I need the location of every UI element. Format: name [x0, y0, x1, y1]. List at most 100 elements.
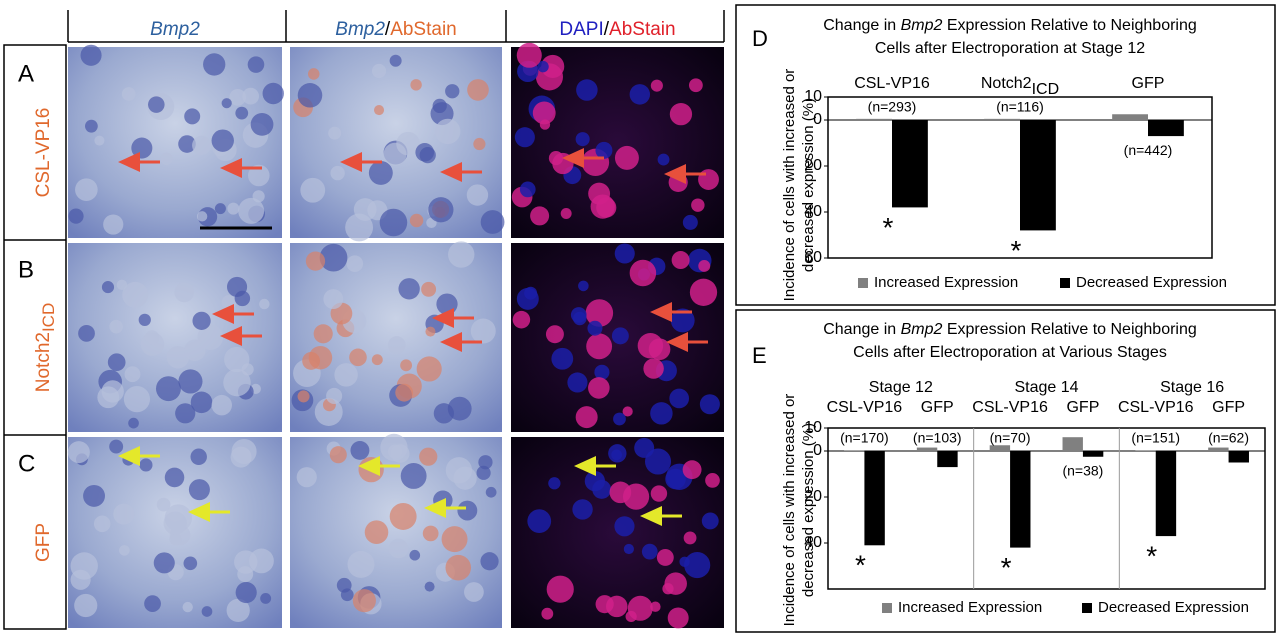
cell: [107, 353, 126, 372]
y-tick-label: 40: [804, 534, 822, 551]
category-name: GFP: [1132, 75, 1165, 92]
row-label-main: GFP: [33, 523, 54, 562]
cell: [226, 598, 250, 622]
bar: [864, 451, 885, 546]
row-label-main: Notch2: [33, 332, 54, 392]
bar: [1010, 451, 1031, 548]
cell: [353, 198, 377, 221]
cell: [464, 582, 484, 602]
cell: [588, 377, 610, 399]
cell: [573, 311, 587, 326]
bar: [856, 118, 892, 120]
cell: [421, 281, 437, 297]
cell: [548, 477, 561, 490]
cell: [197, 324, 224, 351]
cell: [238, 197, 265, 224]
cell: [68, 208, 84, 224]
cell: [478, 455, 493, 470]
cell: [373, 104, 385, 116]
cell: [119, 545, 130, 556]
cell: [249, 548, 274, 574]
cell: [447, 396, 472, 421]
cell: [70, 552, 98, 580]
y-tick-label: 0: [813, 111, 822, 128]
cell: [201, 606, 213, 617]
cell: [328, 126, 342, 140]
arrow-head: [358, 456, 380, 476]
count-label: (n=103): [913, 430, 962, 446]
cell: [699, 394, 720, 415]
plot-frame: [827, 427, 1266, 590]
cell: [178, 369, 203, 394]
title-part: Change in: [823, 17, 900, 34]
cell: [441, 526, 468, 553]
cell: [235, 106, 249, 120]
category-label: GFP: [1212, 399, 1245, 416]
chart-title: Change in Bmp2 Expression Relative to Ne…: [823, 17, 1197, 34]
cell: [196, 211, 208, 222]
y-tick-label: 0: [813, 442, 822, 459]
cell: [541, 607, 554, 620]
cell: [155, 376, 181, 402]
cell: [575, 406, 598, 429]
arrow-head: [666, 332, 688, 352]
plot-frame: [827, 96, 1213, 259]
cell: [684, 552, 711, 579]
cell: [425, 326, 436, 337]
cell: [398, 278, 420, 300]
category-label: Notch2ICD: [981, 75, 1059, 98]
cell: [682, 460, 702, 480]
cell: [698, 169, 719, 190]
bar: [916, 447, 938, 451]
row-label-main: CSL-VP16: [33, 108, 54, 198]
cell: [262, 82, 284, 105]
cell: [400, 463, 427, 489]
legend-label: Decreased Expression: [1076, 274, 1227, 291]
cell: [590, 194, 615, 219]
cell: [85, 119, 98, 133]
category-label: CSL-VP16: [1118, 399, 1194, 416]
cell: [242, 87, 260, 105]
cell: [606, 595, 628, 618]
cell: [109, 439, 124, 454]
cell: [614, 516, 635, 537]
cell: [74, 593, 98, 618]
group-label: Stage 14: [1014, 379, 1078, 396]
cell: [387, 444, 403, 459]
title-part: Change in: [823, 321, 900, 338]
count-label: (n=151): [1131, 430, 1180, 446]
cell: [101, 380, 124, 403]
cell: [629, 84, 651, 105]
cell: [671, 251, 690, 270]
cell: [183, 556, 198, 571]
cell: [192, 135, 212, 155]
cell: [67, 441, 90, 464]
cell: [623, 543, 634, 555]
cell: [103, 214, 124, 235]
cell: [336, 577, 352, 593]
cell: [614, 145, 639, 170]
cell: [541, 54, 565, 78]
row-letter: C: [18, 450, 35, 477]
bar: [1112, 114, 1148, 120]
header-part: /: [604, 19, 610, 40]
cell: [445, 84, 460, 99]
arrow-head: [188, 502, 210, 522]
chart-title: Cells after Electroporation at Stage 12: [875, 40, 1145, 57]
category-name: CSL-VP16: [1118, 399, 1194, 416]
cell: [664, 572, 687, 595]
cell: [138, 313, 151, 327]
cell: [698, 259, 711, 272]
bar: [984, 118, 1020, 120]
cell: [409, 213, 424, 228]
cell: [650, 485, 668, 502]
y-axis-label: Incidence of cells with increased or: [781, 69, 798, 302]
cell: [371, 63, 387, 79]
cell: [419, 447, 438, 466]
category-name: Notch2: [981, 75, 1032, 92]
cell: [144, 595, 161, 612]
header-part: Bmp2: [150, 19, 200, 40]
bar: [1062, 437, 1083, 451]
cell: [622, 406, 633, 417]
cell: [532, 101, 556, 125]
